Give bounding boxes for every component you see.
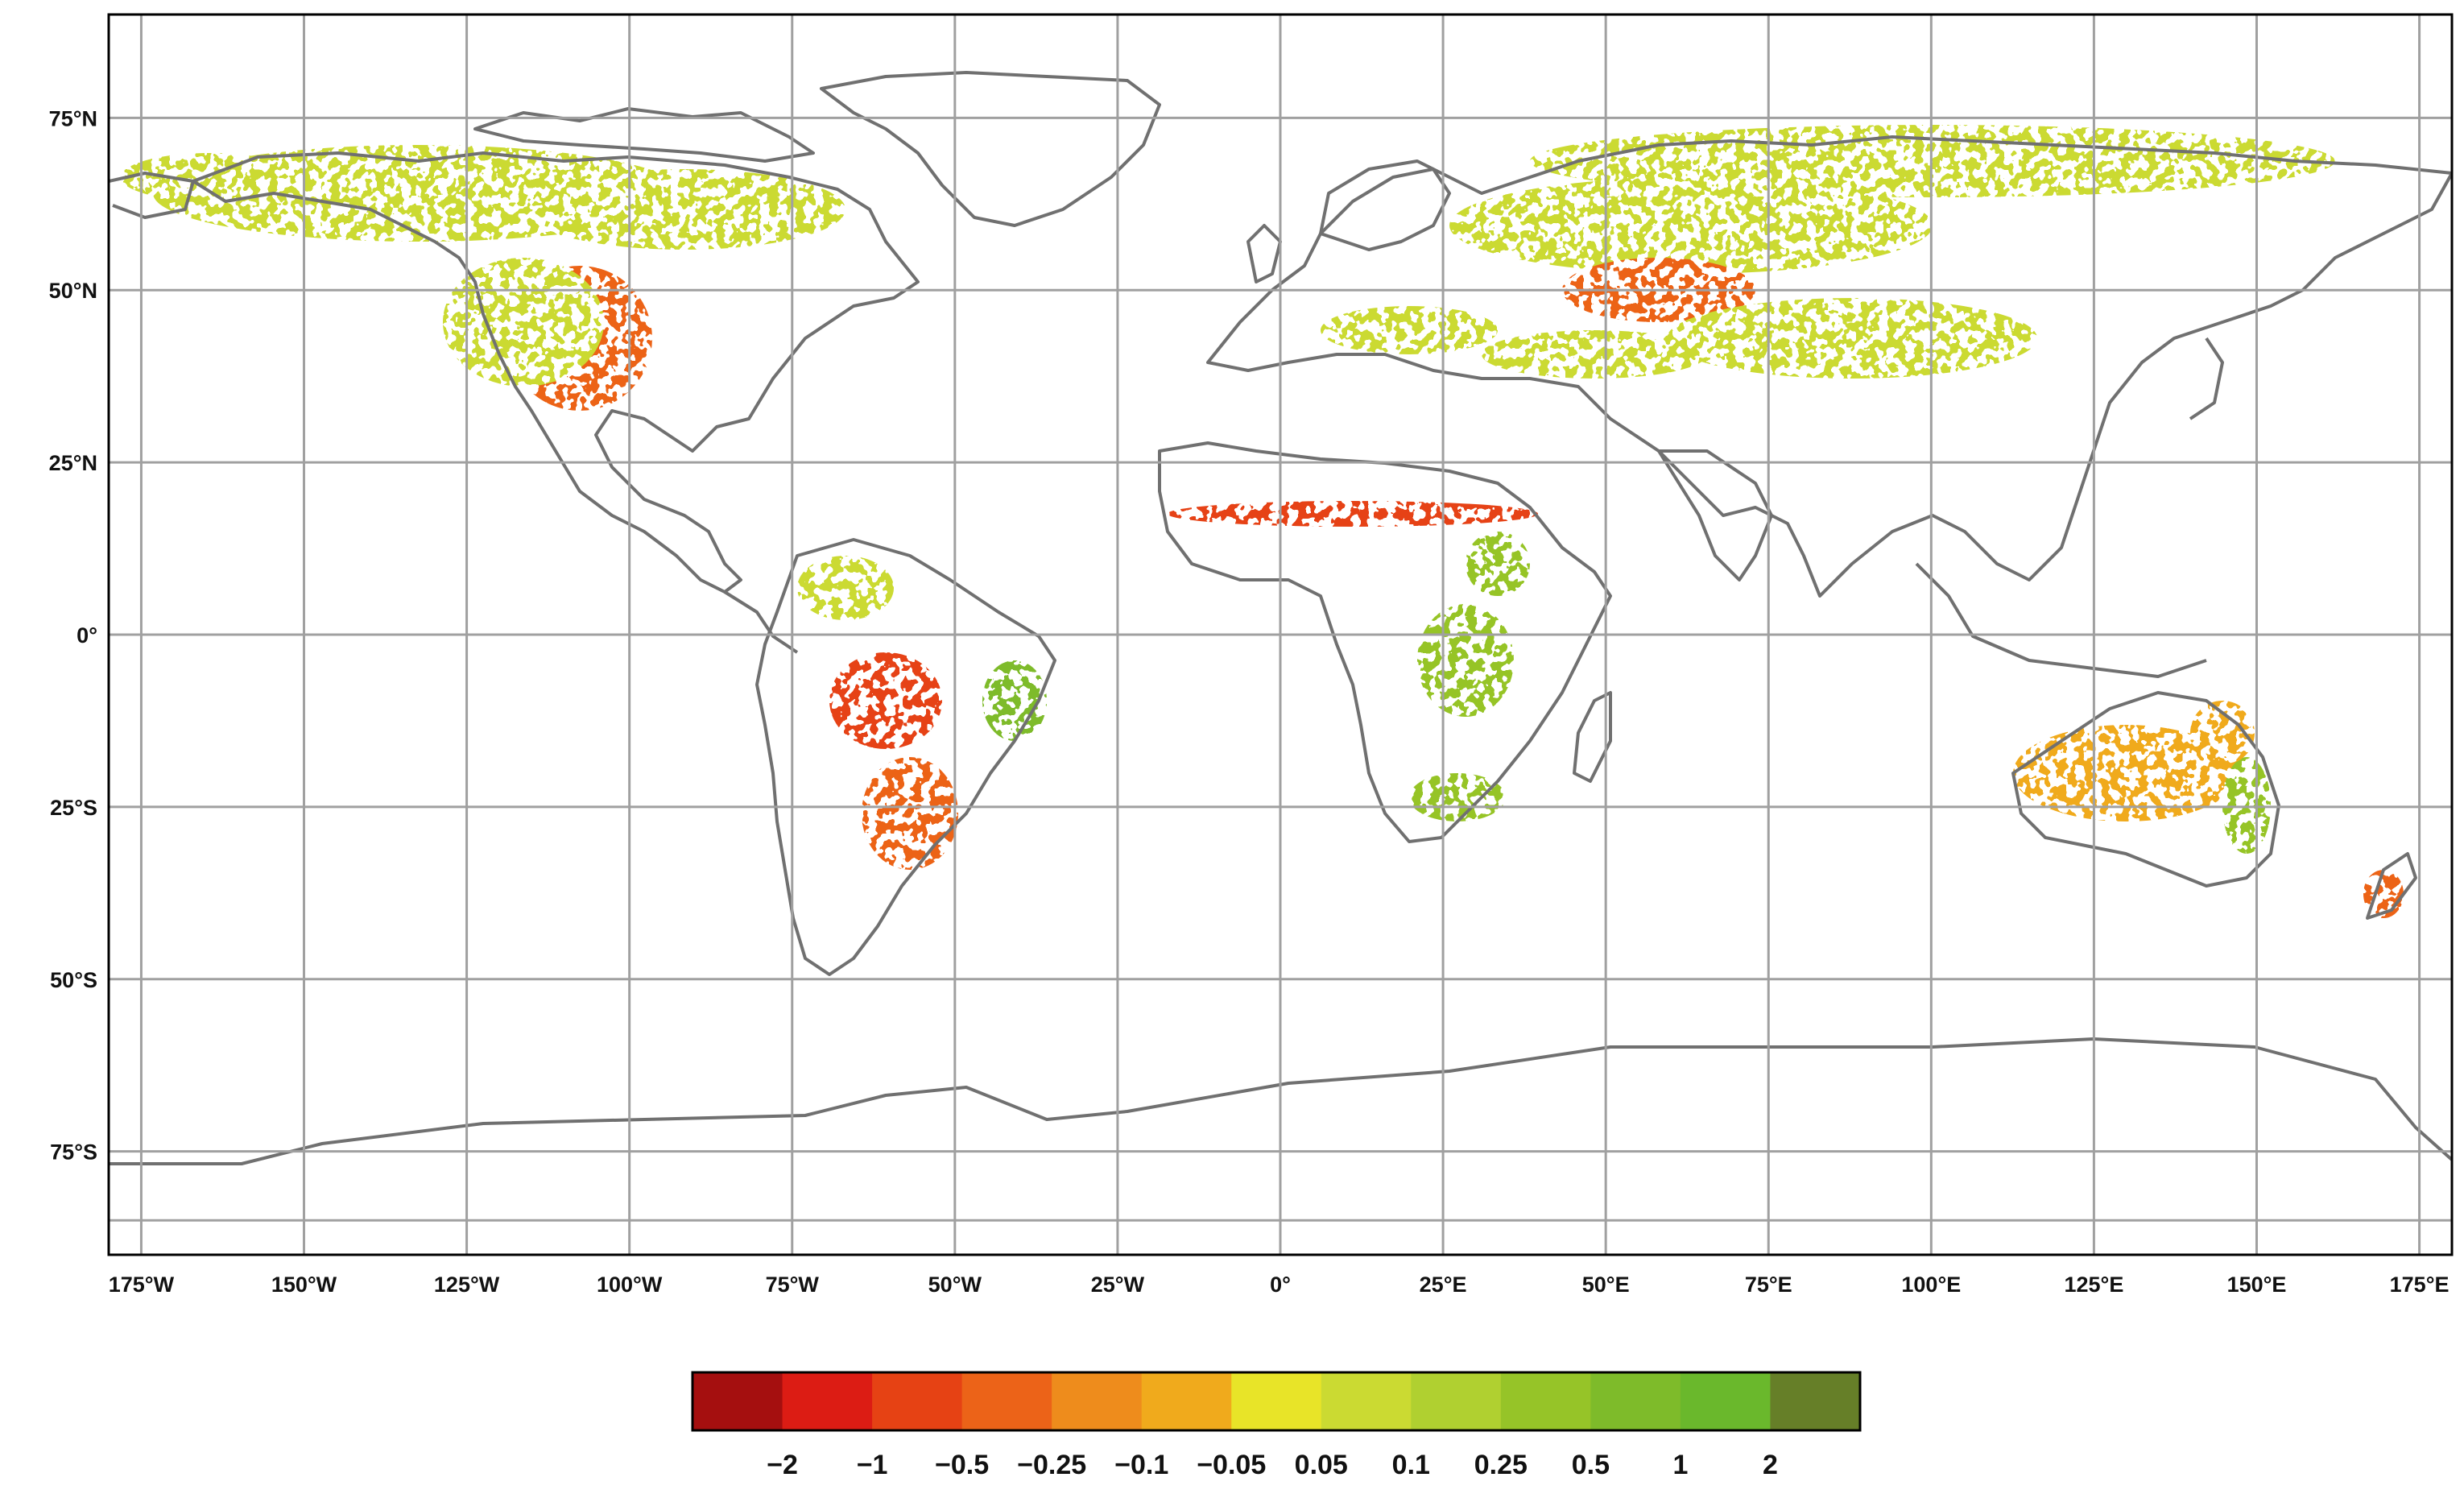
longitude-labels: 175°W 150°W 125°W 100°W 75°W 50°W 25°W 0° 25°E 50… bbox=[109, 1272, 2450, 1297]
data-field-sahel bbox=[1168, 501, 1538, 527]
colorbar-swatch bbox=[1590, 1372, 1681, 1430]
lat-tick-label: 25°S bbox=[50, 796, 97, 820]
coastline-southeast-asia bbox=[1915, 562, 2207, 678]
colorbar-swatch bbox=[1231, 1372, 1322, 1430]
lon-tick-label: 75°E bbox=[1745, 1272, 1792, 1297]
coastline-australia bbox=[2011, 691, 2280, 888]
gridline-layer bbox=[109, 14, 2452, 1255]
colorbar-tick-label: 0.05 bbox=[1295, 1450, 1348, 1480]
colorbar-frame bbox=[691, 1371, 1862, 1432]
lon-tick-label: 25°E bbox=[1420, 1272, 1467, 1297]
lon-tick-label: 125°E bbox=[2064, 1272, 2123, 1297]
data-field-north-america-boreal bbox=[523, 169, 845, 250]
data-field-central-africa bbox=[1417, 604, 1514, 717]
data-field-central-africa bbox=[1409, 773, 1506, 821]
colorbar-swatch bbox=[1321, 1372, 1412, 1430]
colorbar-tick-label: −1 bbox=[857, 1450, 888, 1480]
data-field-amazon-south bbox=[829, 652, 942, 749]
colorbar-swatch bbox=[1680, 1372, 1771, 1430]
lon-tick-label: 175°W bbox=[109, 1272, 175, 1297]
coastline-uk bbox=[1246, 224, 1282, 283]
lon-tick-label: 0° bbox=[1270, 1272, 1291, 1297]
colorbar-tick-label: 0.1 bbox=[1392, 1450, 1430, 1480]
colorbar-tick-label: −0.05 bbox=[1197, 1450, 1266, 1480]
data-field-australia-interior bbox=[2190, 701, 2255, 765]
lon-tick-label: 175°E bbox=[2390, 1272, 2450, 1297]
colorbar-tick-label: −0.1 bbox=[1114, 1450, 1168, 1480]
colorbar-tick-label: −0.5 bbox=[935, 1450, 989, 1480]
data-field-east-brazil bbox=[982, 660, 1047, 741]
coastline-greenland bbox=[820, 71, 1161, 227]
coastline-scandinavia bbox=[1319, 168, 1451, 251]
lat-tick-label: 50°S bbox=[50, 968, 97, 992]
colorbar-swatch bbox=[692, 1372, 783, 1430]
data-field-north-america-boreal bbox=[797, 556, 894, 620]
coastline-central-america bbox=[723, 590, 799, 654]
colorbar-tick-label: −0.25 bbox=[1017, 1450, 1086, 1480]
map-frame bbox=[107, 13, 2454, 1256]
coastline-new-zealand bbox=[2366, 852, 2417, 920]
data-field-australia-interior bbox=[2013, 725, 2239, 821]
colorbar-tick-label: 2 bbox=[1763, 1450, 1778, 1480]
data-field-siberia bbox=[1482, 330, 1707, 379]
colorbar-tick-label: 0.5 bbox=[1572, 1450, 1610, 1480]
data-field-layer bbox=[121, 125, 2404, 918]
lon-tick-label: 50°W bbox=[928, 1272, 982, 1297]
colorbar: −2 −1 −0.5 −0.25 −0.1 −0.05 0.05 0.1 0.25 0.5 1 2 bbox=[691, 1371, 1862, 1480]
data-field-us-great-plains bbox=[862, 757, 958, 870]
colorbar-swatch bbox=[1411, 1372, 1502, 1430]
lat-tick-label: 50°N bbox=[49, 279, 97, 303]
lon-tick-label: 125°W bbox=[434, 1272, 500, 1297]
coastline-south-america bbox=[755, 538, 1056, 976]
lat-tick-label: 0° bbox=[76, 623, 97, 648]
colorbar-swatch bbox=[1052, 1372, 1143, 1430]
colorbar-swatch bbox=[1141, 1372, 1232, 1430]
colorbar-swatch bbox=[961, 1372, 1052, 1430]
lat-tick-label: 75°N bbox=[49, 106, 97, 130]
coastline-alaska bbox=[109, 172, 195, 219]
data-field-north-america-boreal bbox=[121, 153, 298, 201]
data-field-north-america-boreal bbox=[1321, 306, 1498, 354]
colorbar-swatch bbox=[1500, 1372, 1591, 1430]
coastline-layer bbox=[109, 71, 2452, 1165]
data-field-siberia bbox=[1449, 177, 1933, 274]
colorbar-swatch bbox=[872, 1372, 963, 1430]
colorbar-tick-label: −2 bbox=[767, 1450, 798, 1480]
lat-tick-label: 25°N bbox=[49, 451, 97, 475]
data-field-siberia bbox=[1667, 298, 2037, 379]
lat-tick-label: 75°S bbox=[50, 1140, 97, 1165]
latitude-labels: 75°N 50°N 25°N 0° 25°S 50°S 75°S bbox=[49, 106, 97, 1164]
lon-tick-label: 100°W bbox=[597, 1272, 663, 1297]
coastline-eurasia bbox=[1206, 135, 2452, 598]
lon-tick-label: 50°E bbox=[1582, 1272, 1630, 1297]
lon-tick-label: 100°E bbox=[1901, 1272, 1961, 1297]
coastline-japan bbox=[2189, 337, 2224, 420]
colorbar-swatch bbox=[782, 1372, 873, 1430]
coastline-antarctica bbox=[109, 1037, 2452, 1165]
lon-tick-label: 75°W bbox=[766, 1272, 820, 1297]
colorbar-tick-label: 1 bbox=[1672, 1450, 1688, 1480]
colorbar-swatch bbox=[1770, 1372, 1861, 1430]
lon-tick-label: 150°E bbox=[2227, 1272, 2287, 1297]
lon-tick-label: 25°W bbox=[1091, 1272, 1145, 1297]
lon-tick-label: 150°W bbox=[271, 1272, 337, 1297]
colorbar-tick-label: 0.25 bbox=[1474, 1450, 1528, 1480]
coastline-madagascar bbox=[1573, 691, 1612, 783]
data-field-central-africa bbox=[1466, 532, 1530, 596]
data-field-australia-east bbox=[2222, 757, 2271, 854]
coastline-north-america bbox=[192, 151, 920, 594]
